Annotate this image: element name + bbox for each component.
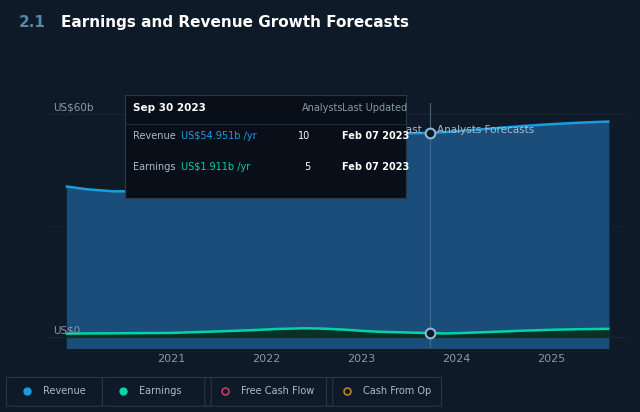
Text: Earnings: Earnings (133, 162, 176, 172)
Text: Analysts Forecasts: Analysts Forecasts (437, 125, 534, 135)
Text: Sep 30 2023: Sep 30 2023 (133, 103, 206, 113)
Text: US$54.951b /yr: US$54.951b /yr (181, 131, 257, 141)
Text: Earnings and Revenue Growth Forecasts: Earnings and Revenue Growth Forecasts (61, 15, 409, 30)
Text: Free Cash Flow: Free Cash Flow (241, 386, 314, 396)
Text: Earnings: Earnings (139, 386, 181, 396)
Text: Feb 07 2023: Feb 07 2023 (342, 131, 409, 141)
Text: US$0: US$0 (52, 325, 80, 335)
Text: Revenue: Revenue (43, 386, 86, 396)
Text: 10: 10 (298, 131, 310, 141)
Text: Feb 07 2023: Feb 07 2023 (342, 162, 409, 172)
Text: 2.1: 2.1 (19, 15, 46, 30)
Text: US$60b: US$60b (52, 102, 93, 112)
Text: Last Updated: Last Updated (342, 103, 407, 113)
Text: Analysts: Analysts (302, 103, 344, 113)
Text: Revenue: Revenue (133, 131, 176, 141)
Text: US$1.911b /yr: US$1.911b /yr (181, 162, 250, 172)
Text: 5: 5 (305, 162, 310, 172)
Text: Past: Past (401, 125, 422, 135)
Text: Cash From Op: Cash From Op (363, 386, 431, 396)
